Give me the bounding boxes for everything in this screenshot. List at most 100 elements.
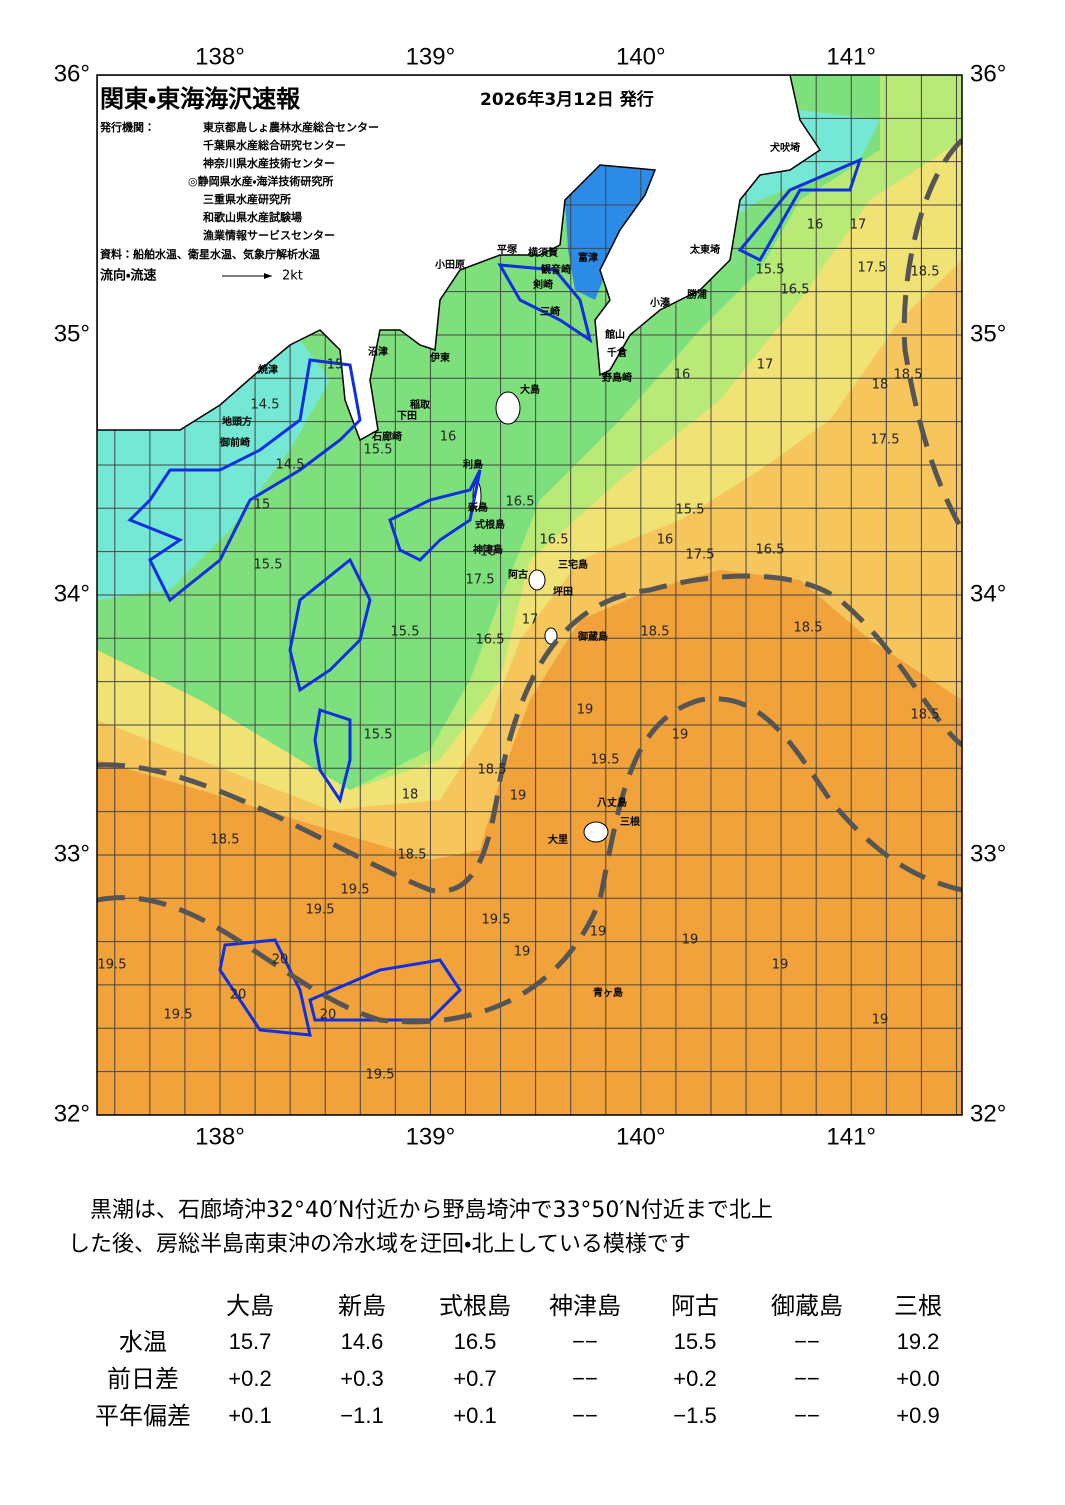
issuer-org: 和歌山県水産試験場: [203, 210, 302, 224]
table-cell: +0.1: [228, 1403, 271, 1428]
table-cell: +0.2: [228, 1366, 271, 1391]
legend-label: 流向・流速: [100, 268, 156, 284]
place-name: 平塚: [497, 243, 518, 256]
row-label: 水温: [119, 1328, 167, 1356]
legend-arrowhead: [264, 273, 272, 279]
isotherm-label: 16: [657, 533, 674, 548]
place-name: 下田: [397, 410, 417, 422]
lat-tick-label: 33°: [970, 840, 1006, 867]
isotherm-label: 18.5: [894, 368, 923, 383]
isotherm-label: 16: [440, 430, 457, 445]
table-cell: +0.1: [453, 1403, 496, 1428]
isotherm-label: 19.5: [366, 1068, 395, 1083]
table-cell: +0.0: [896, 1366, 939, 1391]
lon-tick-label: 138°: [195, 1123, 245, 1150]
table-cell: −−: [794, 1366, 820, 1391]
kuroshio-axis: [97, 138, 962, 1025]
isotherm-label: 17: [522, 613, 539, 628]
isotherm-label: 18.5: [911, 708, 940, 723]
table-cell: −1.1: [340, 1403, 383, 1428]
isotherm-label: 15.5: [364, 443, 393, 458]
table-cell: −1.5: [673, 1403, 716, 1428]
place-name: 三崎: [540, 305, 560, 318]
isotherm-label: 17.5: [871, 433, 900, 448]
column-header: 御蔵島: [771, 1292, 843, 1320]
current-outline: [127, 157, 863, 1037]
place-name: 横須賀: [528, 246, 558, 259]
issuer-org: 神奈川県水産技術センター: [202, 156, 335, 170]
issuer-org: 三重県水産研究所: [203, 192, 291, 206]
isotherm-label: 20: [320, 1008, 337, 1023]
place-name: 小湊: [649, 296, 671, 309]
place-name: 館山: [604, 328, 625, 341]
summary-line: した後、房総半島南東沖の冷水域を迂回・北上している模様です: [68, 1232, 691, 1257]
lat-tick-label: 36°: [54, 60, 90, 87]
isotherm-label: 18.5: [211, 833, 240, 848]
isotherm-label: 16: [807, 218, 824, 233]
isotherm-label: 19: [672, 728, 689, 743]
isotherm-label: 15.5: [364, 728, 393, 743]
source: 資料：船舶水温、衛星水温、気象庁解析水温: [100, 247, 320, 261]
lat-tick-label: 32°: [54, 1100, 90, 1127]
place-name: 富津: [578, 251, 598, 264]
lat-tick-label: 34°: [54, 580, 90, 607]
lat-tick-label: 36°: [970, 60, 1006, 87]
place-name: 阿古: [508, 568, 528, 581]
isotherm-label: 19.5: [306, 903, 335, 918]
place-name: 八丈島: [597, 796, 627, 809]
column-header: 大島: [226, 1292, 274, 1320]
date: 2026年3月12日 発行: [480, 89, 654, 110]
table-cell: −−: [794, 1329, 820, 1354]
isotherm-label: 15.5: [391, 625, 420, 640]
table-cell: 19.2: [897, 1329, 940, 1354]
isotherm-label: 19: [577, 703, 594, 718]
isotherm-label: 18.5: [911, 265, 940, 280]
place-name: 大里: [548, 833, 568, 846]
isotherm-label: 17: [850, 218, 867, 233]
isotherm-label: 14.5: [276, 458, 305, 473]
column-header: 三根: [894, 1292, 942, 1320]
place-name: 新島: [467, 501, 488, 514]
lon-tick-label: 140°: [616, 1123, 666, 1150]
isotherm-label: 18: [402, 788, 419, 803]
place-name: 千倉: [607, 346, 628, 359]
place-name: 焼津: [258, 363, 278, 376]
isotherm-label: 18.5: [478, 763, 507, 778]
isotherm-label: 16: [480, 545, 497, 560]
isotherm-label: 20: [272, 953, 289, 968]
isotherm-label: 19: [682, 933, 699, 948]
issuer-label: 発行機関：: [99, 120, 155, 134]
isotherm-label: 19.5: [341, 883, 370, 898]
place-name: 地頭方: [222, 415, 252, 428]
isotherm-label: 19: [590, 925, 607, 940]
isotherm-label: 18.5: [794, 621, 823, 636]
table-cell: +0.3: [340, 1366, 383, 1391]
table-cell: 16.5: [454, 1329, 497, 1354]
issuer-org: ◎静岡県水産・海洋技術研究所: [188, 174, 333, 188]
table-cell: −−: [794, 1403, 820, 1428]
place-name: 三根: [620, 815, 641, 828]
issuer-org: 漁業情報サービスセンター: [203, 228, 335, 242]
lat-tick-label: 35°: [54, 320, 90, 347]
summary-line: 黒潮は、石廊埼沖32°40′N付近から野島埼沖で33°50′N付近まで北上: [90, 1198, 773, 1223]
isotherm-label: 19: [514, 945, 531, 960]
isotherm-label: 15.5: [676, 503, 705, 518]
isotherm-label: 17: [757, 358, 774, 373]
table-cell: +0.7: [453, 1366, 496, 1391]
place-name: 小田原: [434, 258, 465, 271]
isotherm-label: 18.5: [641, 625, 670, 640]
map-frame: [96, 74, 963, 1116]
lat-tick-label: 33°: [54, 840, 90, 867]
isotherm-label: 19.5: [164, 1008, 193, 1023]
row-label: 平年偏差: [95, 1402, 191, 1430]
isotherm-label: 16.5: [756, 543, 785, 558]
row-label: 前日差: [107, 1365, 179, 1393]
lon-tick-label: 139°: [406, 1123, 456, 1150]
place-name: 式根島: [475, 518, 505, 531]
isotherm-label: 19: [872, 1013, 889, 1028]
isotherm-label: 19.5: [482, 913, 511, 928]
